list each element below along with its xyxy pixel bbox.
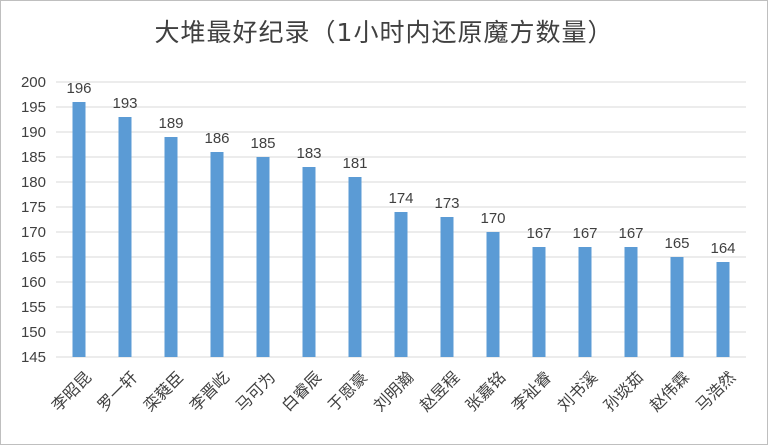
y-tick-label: 165 [21, 249, 46, 266]
y-tick-label: 150 [21, 324, 46, 341]
bar [394, 212, 408, 357]
bar [164, 137, 178, 357]
y-tick-label: 195 [21, 99, 46, 116]
data-labels: 196 193 189 186 185 183 181 174 173 170 167 167 167 1… [66, 80, 735, 257]
x-tick-label: 罗一轩 [95, 368, 142, 415]
data-label: 183 [296, 145, 321, 162]
y-tick-label: 180 [21, 174, 46, 191]
x-tick-label: 赵昱程 [417, 368, 464, 415]
bar [440, 217, 454, 357]
y-tick-label: 200 [21, 74, 46, 91]
x-tick-label: 孙琰茹 [601, 368, 648, 415]
x-tick-label: 栾蕤臣 [141, 368, 188, 415]
x-tick-label: 刘明瀚 [371, 368, 418, 415]
x-tick-label: 马可为 [233, 368, 280, 415]
y-tick-label: 175 [21, 199, 46, 216]
x-tick-label: 张嘉铭 [463, 368, 510, 415]
data-label: 181 [342, 155, 367, 172]
data-label: 167 [526, 225, 551, 242]
data-label: 165 [664, 235, 689, 252]
bar [256, 157, 270, 357]
x-tick-label: 白睿辰 [279, 368, 326, 415]
bar [670, 257, 684, 357]
y-tick-label: 185 [21, 149, 46, 166]
bars [72, 102, 730, 357]
bar [302, 167, 316, 357]
data-label: 167 [572, 225, 597, 242]
x-tick-label: 李晋屹 [187, 368, 234, 415]
bar [486, 232, 500, 357]
data-label: 196 [66, 80, 91, 97]
y-axis-ticks: 145 150 155 160 165 170 175 180 185 190 195 200 [21, 74, 46, 366]
x-tick-label: 李祉睿 [509, 368, 556, 415]
data-label: 186 [204, 130, 229, 147]
y-tick-label: 190 [21, 124, 46, 141]
y-tick-label: 160 [21, 274, 46, 291]
data-label: 164 [710, 240, 735, 257]
x-tick-label: 李昭昆 [49, 368, 96, 415]
data-label: 174 [388, 190, 413, 207]
data-label: 193 [112, 95, 137, 112]
y-tick-label: 170 [21, 224, 46, 241]
y-tick-label: 155 [21, 299, 46, 316]
bar [118, 117, 132, 357]
x-tick-label: 赵伟霖 [647, 368, 694, 415]
bar [72, 102, 86, 357]
data-label: 170 [480, 210, 505, 227]
bar [210, 152, 224, 357]
bar [578, 247, 592, 357]
bar [532, 247, 546, 357]
bar [716, 262, 730, 357]
bar [624, 247, 638, 357]
bar [348, 177, 362, 357]
x-tick-label: 于恩豪 [324, 368, 371, 415]
x-tick-label: 马浩然 [693, 368, 740, 415]
data-label: 185 [250, 135, 275, 152]
x-axis-ticks: 李昭昆 罗一轩 栾蕤臣 李晋屹 马可为 白睿辰 于恩豪 刘明瀚 赵昱程 张嘉铭 李祉睿 刘书溪 孙琰茹赵… [49, 368, 740, 415]
data-label: 173 [434, 195, 459, 212]
data-label: 167 [618, 225, 643, 242]
x-tick-label: 刘书溪 [555, 368, 602, 415]
y-tick-label: 145 [21, 349, 46, 366]
data-label: 189 [158, 115, 183, 132]
chart-title: 大堆最好纪录（1小时内还原魔方数量） [154, 18, 614, 47]
